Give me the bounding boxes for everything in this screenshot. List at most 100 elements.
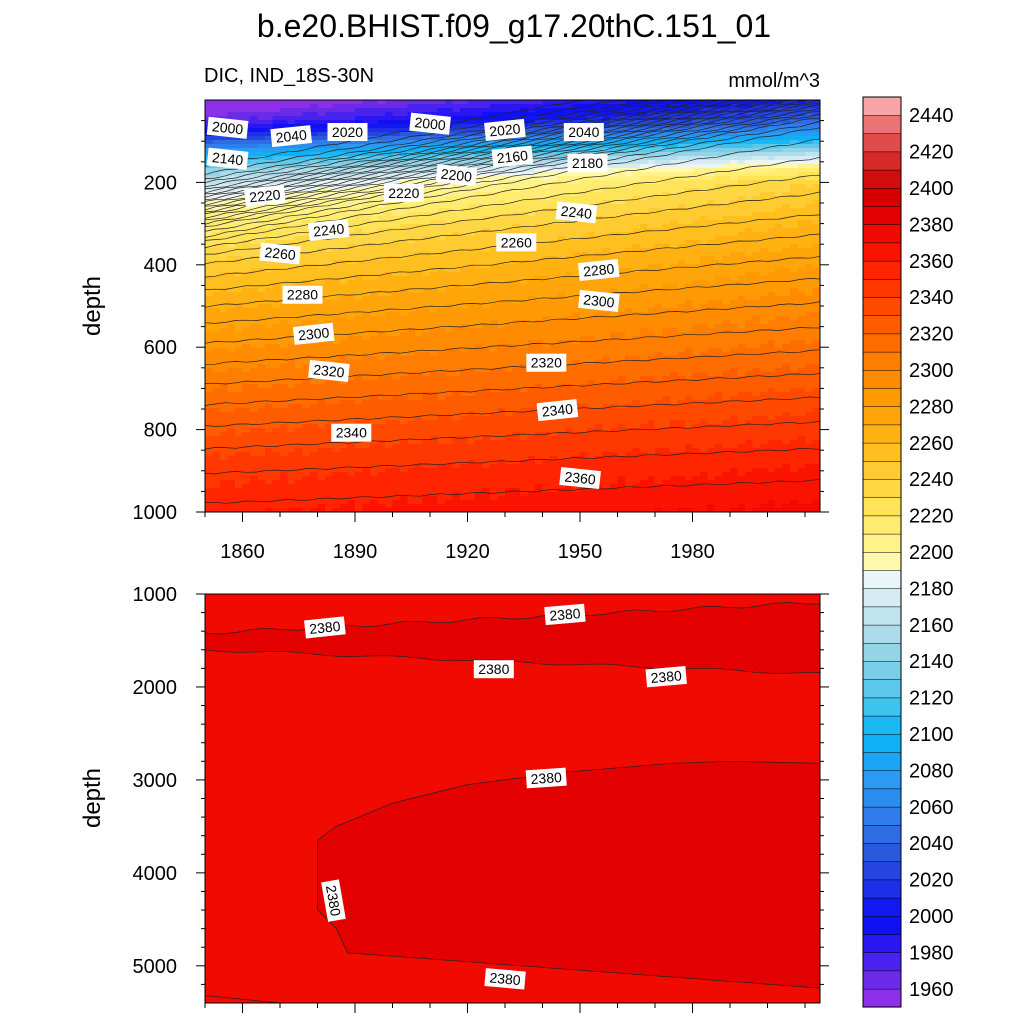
- lower-contour-label-text: 2380: [530, 769, 562, 787]
- upper-contour-label-text: 2240: [312, 220, 345, 239]
- lower-contour-label: 2380: [321, 879, 346, 922]
- colorbar-tick-label: 2260: [909, 433, 954, 455]
- upper-contour-label-box: [270, 125, 313, 148]
- colorbar-frame: [862, 96, 902, 1008]
- upper-x-tick-label: 1950: [558, 541, 603, 563]
- colorbar-swatch: [862, 933, 902, 953]
- upper-contour-label-text: 2280: [287, 287, 318, 303]
- lower-contour-label-text: 2380: [323, 884, 344, 918]
- colorbar-tick-label: 2160: [909, 615, 954, 637]
- colorbar-tick-label: 2400: [909, 178, 954, 200]
- upper-contour-line: [205, 100, 820, 176]
- upper-contour-label-text: 2140: [211, 149, 244, 168]
- colorbar-swatch: [862, 569, 902, 589]
- colorbar-swatch: [862, 788, 902, 808]
- figure-title: b.e20.BHIST.f09_g17.20thC.151_01: [257, 8, 771, 44]
- upper-contour-line: [205, 448, 820, 475]
- upper-y-tick-label: 800: [144, 420, 177, 442]
- upper-contour-label-box: [327, 123, 368, 141]
- upper-contour-label: 2020: [327, 123, 368, 141]
- upper-contour-label: 2300: [292, 322, 335, 345]
- colorbar-swatch: [862, 96, 902, 116]
- upper-contour-line: [205, 349, 820, 385]
- upper-contour-line: [205, 127, 820, 238]
- upper-contour-label: 2280: [577, 258, 620, 282]
- upper-contour-label: 2280: [282, 285, 323, 304]
- lower-y-tick-label: 3000: [133, 770, 178, 792]
- upper-contour-label-box: [559, 466, 601, 490]
- upper-contour-label-box: [577, 258, 620, 282]
- colorbar-swatch: [862, 224, 902, 244]
- colorbar-swatch: [862, 642, 902, 662]
- upper-contour-label: 2340: [536, 399, 579, 422]
- upper-contour-label: 2140: [206, 147, 249, 170]
- colorbar-tick-label: 2380: [909, 214, 954, 236]
- upper-contour-label: 2200: [435, 164, 478, 187]
- upper-contour-label: 2020: [484, 118, 526, 141]
- colorbar-tick-label: 2220: [909, 506, 954, 528]
- upper-contour-label-text: 2200: [440, 166, 473, 185]
- upper-contour-label-box: [331, 423, 372, 442]
- colorbar-swatch: [862, 715, 902, 735]
- upper-contour-line: [205, 479, 820, 504]
- lower-contour-labels: 2380 2380 2380 2380 2380 2380 2380: [304, 603, 687, 990]
- upper-contour-label: 2220: [244, 184, 286, 207]
- upper-contour-label-text: 2340: [336, 425, 367, 441]
- upper-contour-label-box: [435, 164, 478, 187]
- upper-contour-label-box: [383, 183, 424, 202]
- upper-contour-label-box: [259, 242, 301, 265]
- upper-contour-line: [205, 373, 820, 406]
- colorbar-swatch: [862, 187, 902, 207]
- colorbar-tick-label: 1980: [909, 942, 954, 964]
- colorbar-tick-label: 2300: [909, 360, 954, 382]
- colorbar-swatch: [862, 751, 902, 771]
- upper-contour-label-text: 2000: [414, 114, 447, 133]
- upper-contour-label-text: 2340: [541, 400, 574, 419]
- colorbar-swatch: [862, 351, 902, 371]
- colorbar-tick-label: 1960: [909, 979, 954, 1001]
- colorbar-swatch: [862, 697, 902, 717]
- upper-contour-label: 2040: [270, 125, 313, 148]
- lower-contour-label: 2380: [525, 767, 567, 789]
- colorbar-tick-label: 2320: [909, 324, 954, 346]
- lower-contour-label-box: [304, 616, 346, 639]
- upper-contour-label-text: 2320: [313, 361, 346, 380]
- colorbar-swatch: [862, 806, 902, 826]
- upper-contour-label-text: 2320: [531, 355, 562, 371]
- colorbar-swatch: [862, 169, 902, 189]
- colorbar-swatch: [862, 624, 902, 644]
- colorbar-swatch: [862, 824, 902, 844]
- upper-contour-label: 2000: [206, 116, 249, 139]
- lower-y-axis-title: depth: [79, 768, 106, 828]
- upper-contour-label: 2340: [331, 423, 372, 442]
- upper-contour-label-text: 2160: [496, 147, 529, 166]
- upper-contour-label-box: [206, 116, 249, 139]
- colorbar-tick-label: 2080: [909, 760, 954, 782]
- colorbar-tick-label: 2360: [909, 251, 954, 273]
- upper-contour-line: [205, 113, 820, 225]
- colorbar-tick-label: 2060: [909, 797, 954, 819]
- upper-contour-label: 2300: [578, 289, 620, 312]
- upper-x-tick-label: 1920: [445, 541, 490, 563]
- colorbar-swatch: [862, 460, 902, 480]
- colorbar-swatch: [862, 879, 902, 899]
- upper-x-tick-label: 1860: [220, 541, 265, 563]
- colorbar-tick-label: 2440: [909, 105, 954, 127]
- upper-contour-line: [205, 100, 820, 198]
- upper-contour-line: [205, 100, 820, 202]
- lower-contour-label-box: [645, 665, 687, 688]
- upper-y-tick-label: 200: [144, 172, 177, 194]
- lower-contour-label: 2380: [645, 665, 687, 688]
- lower-contour-label-text: 2380: [489, 969, 522, 988]
- colorbar-tick-label: 2120: [909, 688, 954, 710]
- upper-panel: 200 400 600 800 1000 1860 1890 1920 1950 1980 200…: [79, 99, 829, 563]
- lower-axes: 1000 2000 3000 4000 5000: [133, 584, 829, 1013]
- upper-contour-label: 2240: [555, 201, 598, 224]
- lower-y-tick-label: 1000: [133, 584, 178, 606]
- colorbar-tick-label: 2420: [909, 142, 954, 164]
- upper-contour-label-box: [526, 353, 567, 372]
- upper-contour-label-text: 2220: [249, 186, 282, 205]
- lower-contour-label-text: 2380: [650, 667, 683, 686]
- upper-contour-label-box: [578, 289, 620, 312]
- colorbar-swatch: [862, 333, 902, 353]
